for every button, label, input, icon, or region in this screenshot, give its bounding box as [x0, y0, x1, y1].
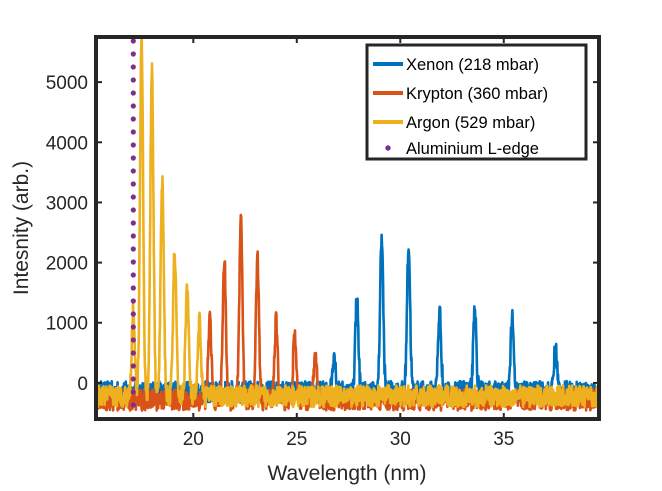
al-edge-dot — [130, 350, 136, 356]
series-layer — [96, 37, 599, 412]
al-edge-dot — [130, 389, 136, 395]
ticks-layer — [96, 37, 599, 419]
al-edge-dot — [130, 168, 136, 174]
legend: Xenon (218 mbar) Krypton (360 mbar) Argo… — [365, 43, 588, 161]
al-edge-dot — [130, 324, 136, 330]
x-tick-label: 35 — [493, 429, 514, 450]
y-axis-title: Intesnity (arb.) — [10, 161, 33, 295]
al-edge-dot — [130, 363, 136, 369]
al-edge-dot — [130, 246, 136, 252]
al-edge-dot — [130, 376, 136, 382]
al-edge-dot — [130, 220, 136, 226]
al-edge-dot — [130, 90, 136, 96]
legend-label-al-edge: Aluminium L-edge — [406, 140, 539, 158]
y-tick-label: 5000 — [46, 73, 88, 94]
legend-box — [365, 43, 588, 161]
al-edge-dot — [130, 402, 136, 408]
al-edge-dot — [130, 64, 136, 70]
y-tick-label: 1000 — [46, 314, 88, 335]
al-edge-dot — [130, 77, 136, 83]
al-edge-dot — [130, 194, 136, 200]
plot-frame — [94, 35, 601, 421]
al-edge-dot — [130, 51, 136, 57]
y-tick-label: 0 — [77, 374, 88, 395]
al-edge-dot — [130, 337, 136, 343]
x-tick-label: 30 — [390, 429, 411, 450]
legend-marker-al-edge — [385, 145, 391, 151]
series-line-argon — [96, 37, 599, 409]
al-edge-dot — [130, 311, 136, 317]
x-tick-label: 20 — [183, 429, 204, 450]
al-edge-dot — [130, 285, 136, 291]
y-tick-label: 3000 — [46, 193, 88, 214]
al-edge-dot — [130, 142, 136, 148]
y-tick-label: 4000 — [46, 133, 88, 154]
al-edge-dot — [130, 38, 136, 44]
legend-label-krypton: Krypton (360 mbar) — [406, 85, 548, 103]
x-tick-label: 25 — [286, 429, 307, 450]
legend-label-argon: Argon (529 mbar) — [406, 114, 535, 132]
al-edge-dot — [130, 207, 136, 213]
x-axis-title: Wavelength (nm) — [267, 462, 426, 485]
al-edge-dot — [130, 129, 136, 135]
al-edge-dot — [130, 116, 136, 122]
axis-labels-layer: 20 25 30 35 0 1000 2000 3000 4000 5000 — [46, 73, 515, 450]
al-edge-dot — [130, 233, 136, 239]
al-edge-dot — [130, 259, 136, 265]
al-edge-dot — [130, 298, 136, 304]
legend-label-xenon: Xenon (218 mbar) — [406, 56, 539, 74]
y-tick-label: 2000 — [46, 254, 88, 275]
al-edge-dot — [130, 155, 136, 161]
al-edge-dot — [130, 181, 136, 187]
al-edge-dot — [130, 103, 136, 109]
al-edge-dot — [130, 272, 136, 278]
